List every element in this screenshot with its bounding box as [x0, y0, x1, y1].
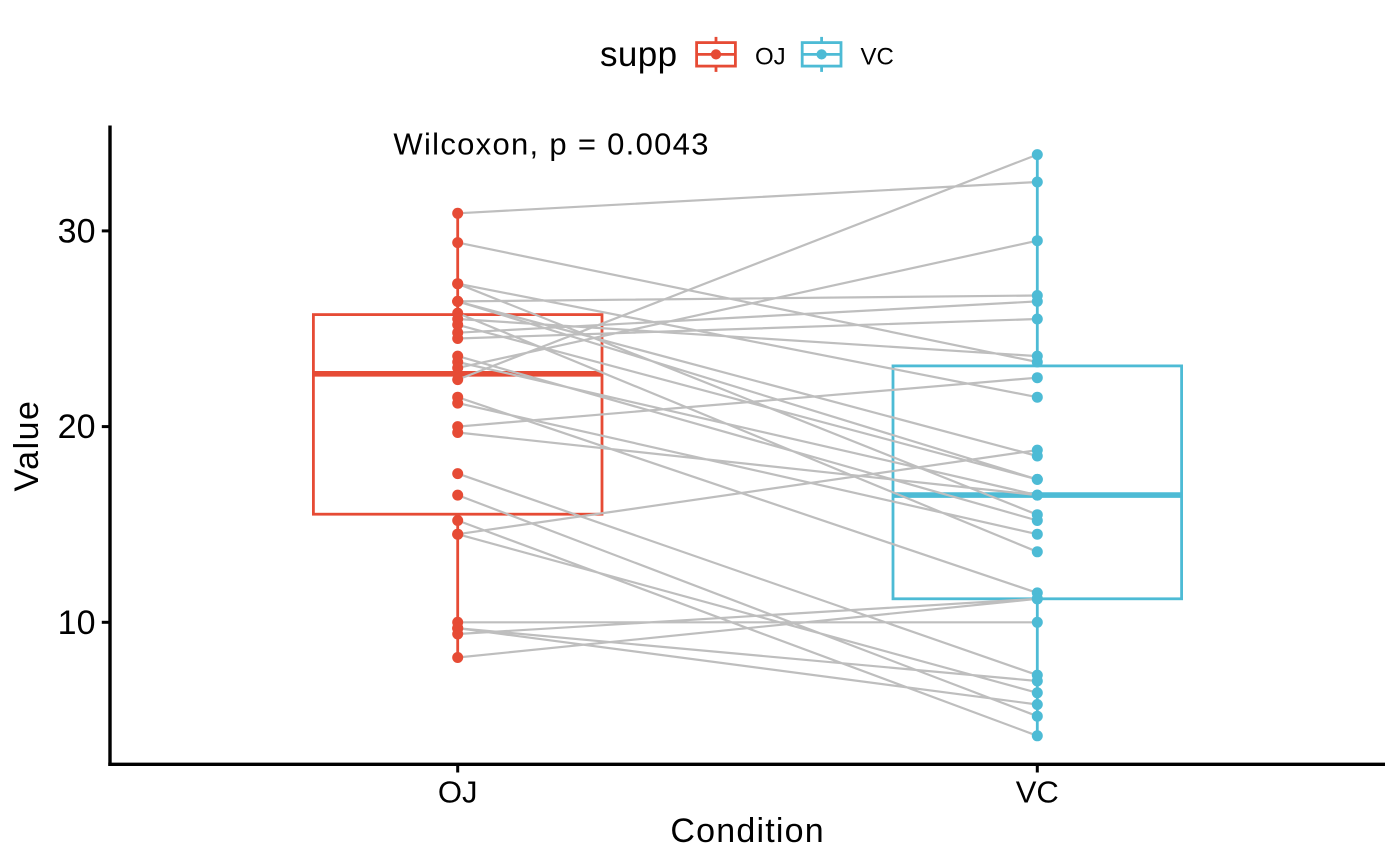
- svg-text:10: 10: [58, 604, 96, 642]
- svg-text:OJ: OJ: [438, 775, 478, 810]
- svg-text:OJ: OJ: [755, 44, 786, 71]
- svg-text:Condition: Condition: [670, 812, 824, 850]
- svg-text:Value: Value: [8, 400, 46, 492]
- svg-text:supp: supp: [600, 35, 678, 74]
- svg-text:20: 20: [58, 408, 96, 446]
- svg-text:Wilcoxon, p = 0.0043: Wilcoxon, p = 0.0043: [393, 127, 709, 162]
- svg-text:VC: VC: [1016, 775, 1059, 810]
- svg-text:30: 30: [58, 213, 96, 251]
- svg-text:VC: VC: [861, 44, 894, 71]
